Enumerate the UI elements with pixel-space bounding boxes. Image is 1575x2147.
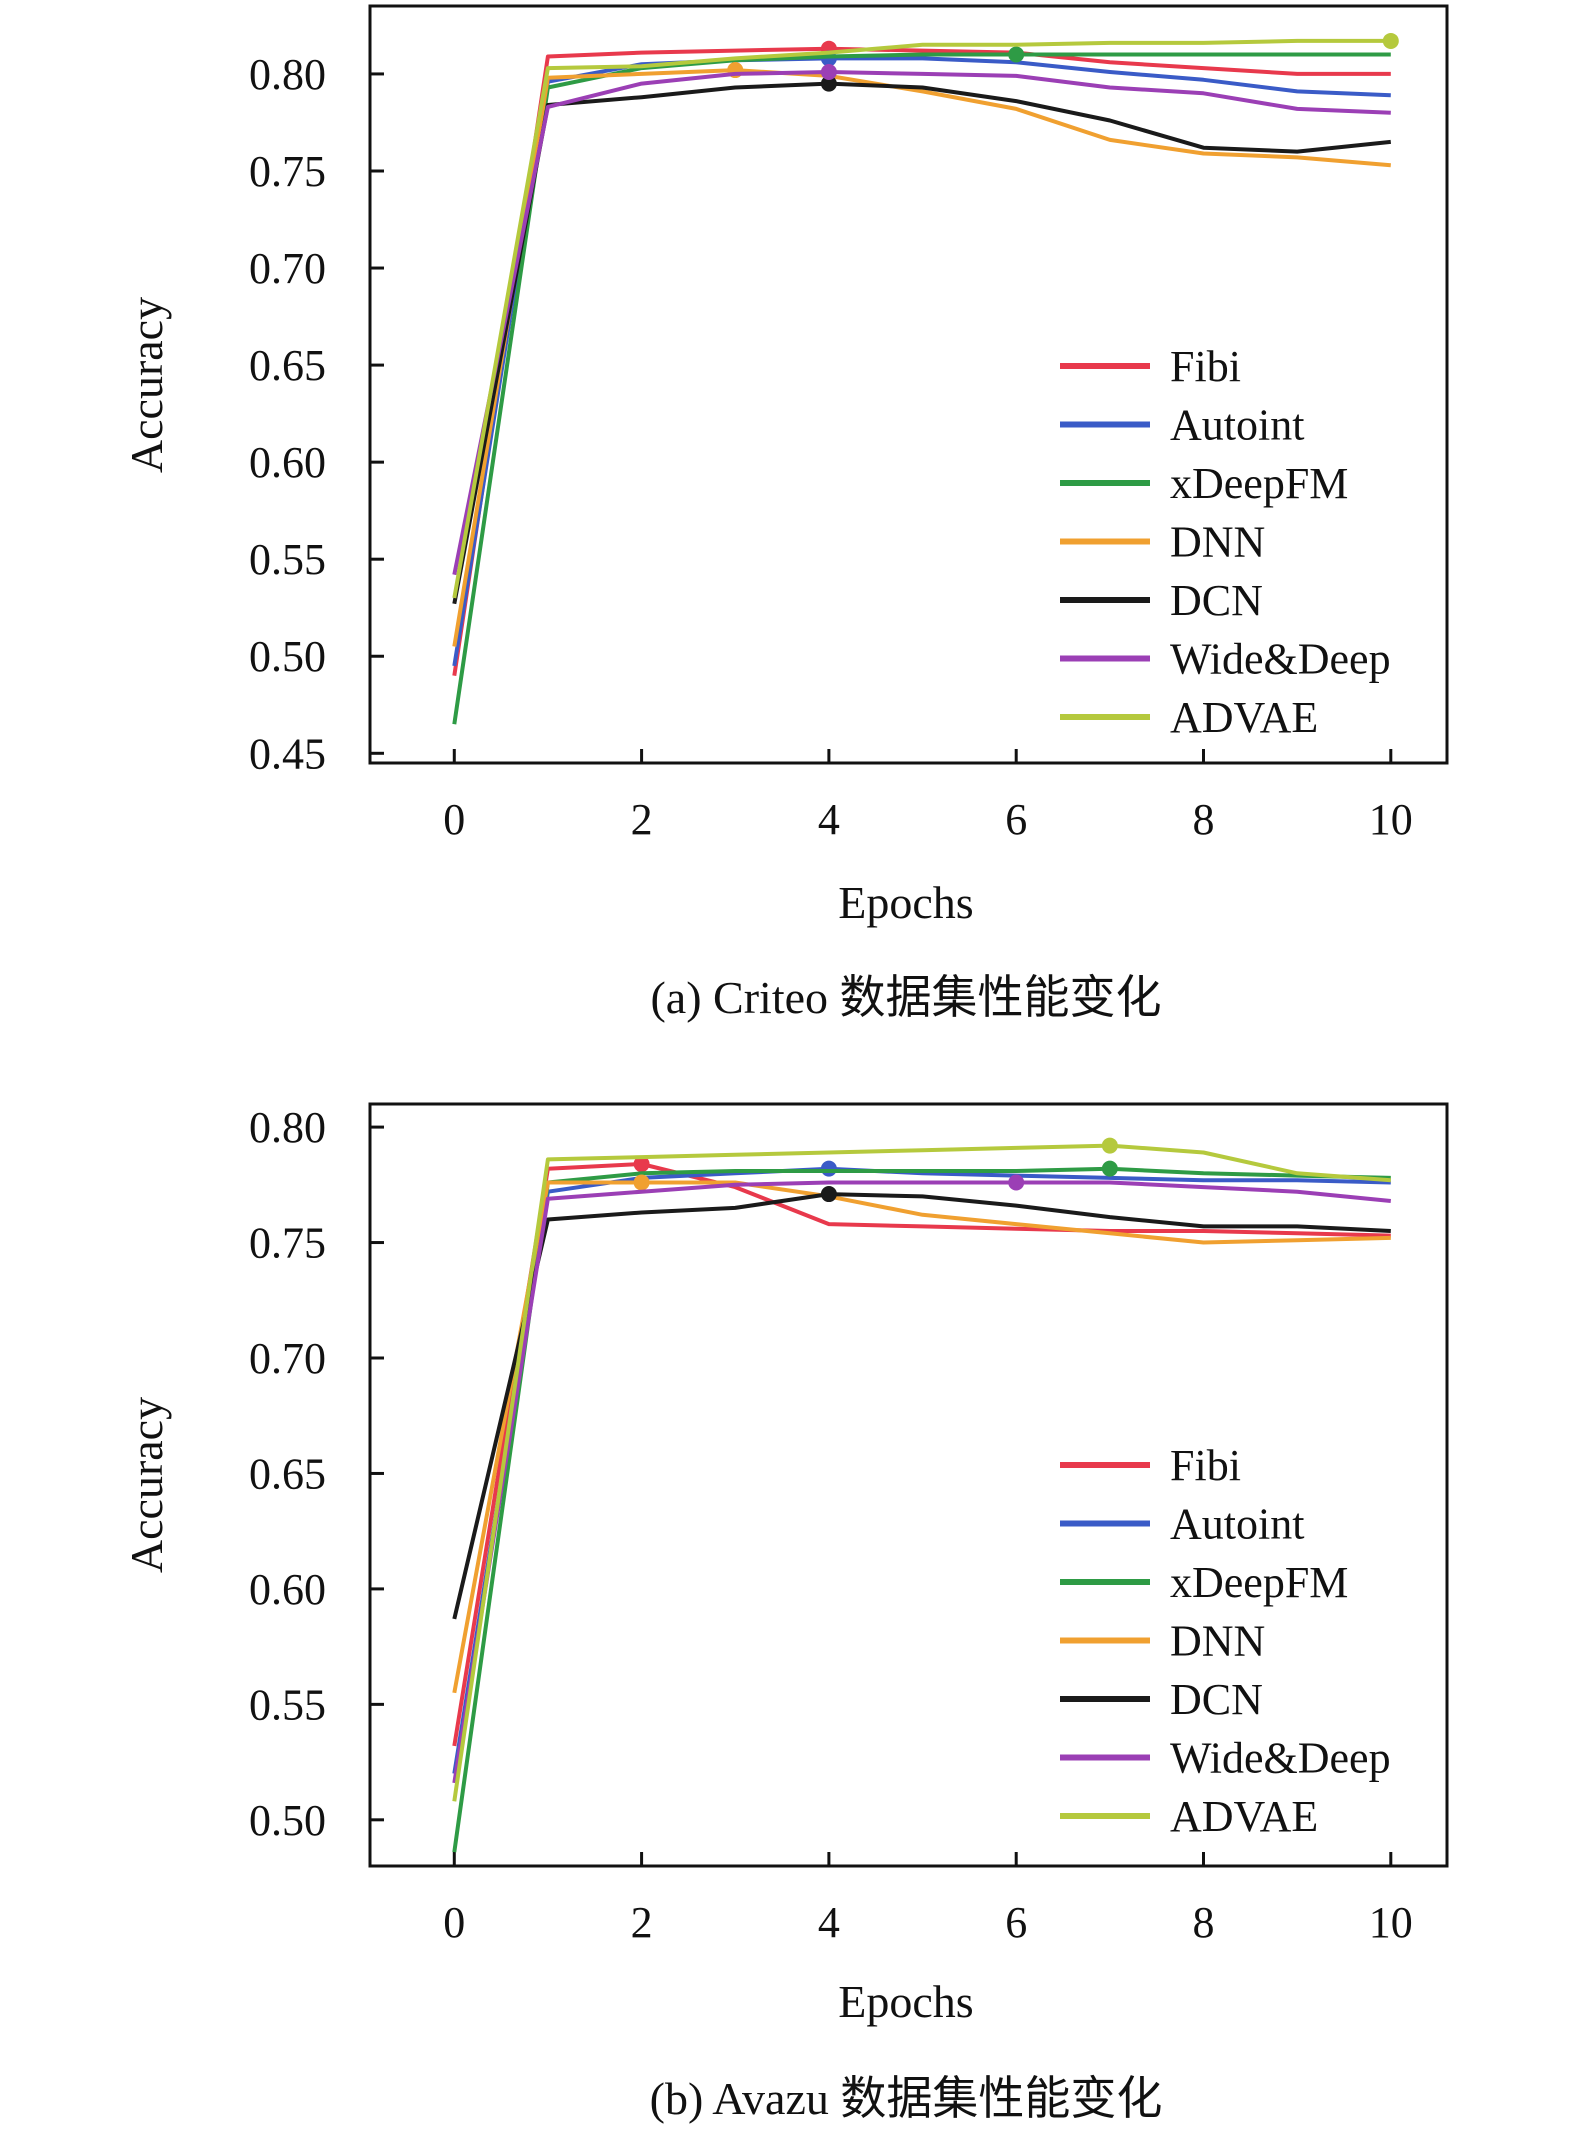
y-tick-label: 0.70 (249, 1334, 326, 1383)
legend-label-xdeepfm: xDeepFM (1170, 459, 1348, 508)
series-marker-dcn (820, 1186, 837, 1203)
x-axis-label: Epochs (838, 877, 973, 928)
series-marker-dnn (633, 1174, 650, 1191)
x-tick-label: 8 (1193, 1898, 1215, 1947)
y-tick-label: 0.50 (249, 1796, 326, 1845)
series-marker-advae (1101, 1137, 1118, 1154)
legend-label-fibi: Fibi (1170, 342, 1241, 391)
series-line-dnn (452, 68, 1391, 647)
x-tick-label: 4 (818, 1898, 840, 1947)
series-marker-autoint (820, 1160, 837, 1177)
x-tick-label: 6 (1005, 795, 1027, 844)
x-tick-label: 2 (631, 1898, 653, 1947)
x-tick-label: 0 (443, 1898, 465, 1947)
y-tick-label: 0.55 (249, 535, 326, 584)
legend-label-autoint: Autoint (1170, 401, 1304, 450)
y-tick-label: 0.70 (249, 244, 326, 293)
series-line-fibi (452, 1162, 1391, 1747)
x-axis-label: Epochs (838, 1976, 973, 2027)
legend-label-xdeepfm: xDeepFM (1170, 1558, 1348, 1607)
y-tick-label: 0.50 (249, 632, 326, 681)
series-marker-xdeepfm (1008, 46, 1025, 63)
legend: Fibi Autoint xDeepFM DNN DCN Wide&Deep ADVAE (1060, 342, 1391, 742)
plot-frame (368, 1102, 1449, 1868)
legend-label-advae: ADVAE (1170, 1792, 1318, 1841)
y-tick-label: 0.65 (249, 341, 326, 390)
axes-ticks: 0 2 4 6 8 10 0.50 0.55 0.60 0.65 0.70 0.75 0.80 (249, 1103, 1413, 1947)
y-axis-label: Accuracy (121, 1397, 172, 1573)
series-marker-wide-deep (820, 63, 837, 80)
legend-label-autoint: Autoint (1170, 1500, 1304, 1549)
y-tick-label: 0.45 (249, 729, 326, 778)
y-tick-label: 0.60 (249, 1565, 326, 1614)
y-tick-label: 0.75 (249, 147, 326, 196)
series-marker-fibi (633, 1156, 650, 1173)
x-tick-label: 10 (1369, 795, 1413, 844)
x-tick-label: 4 (818, 795, 840, 844)
legend-label-advae: ADVAE (1170, 693, 1318, 742)
series-line-wide-deep (452, 70, 1391, 576)
plot-frame (368, 4, 1449, 765)
series-line-fibi (452, 46, 1391, 676)
series-line-dcn (452, 1192, 1391, 1620)
series-line-advae (452, 1143, 1391, 1802)
series-marker-xdeepfm (1101, 1160, 1118, 1177)
y-tick-label: 0.80 (249, 1103, 326, 1152)
legend-label-dcn: DCN (1170, 576, 1263, 625)
y-tick-label: 0.75 (249, 1219, 326, 1268)
series-line-dcn (452, 81, 1392, 605)
chart-avazu: 0 2 4 6 8 10 0.50 0.55 0.60 0.65 0.70 0.75 0.80 Fibi… (121, 1102, 1449, 2124)
legend-label-dcn: DCN (1170, 1675, 1263, 1724)
y-axis-label: Accuracy (121, 297, 172, 473)
caption: (a) Criteo 数据集性能变化 (650, 972, 1161, 1023)
caption: (b) Avazu 数据集性能变化 (650, 2073, 1163, 2124)
x-tick-label: 2 (631, 795, 653, 844)
legend-label-wide-deep: Wide&Deep (1170, 635, 1391, 684)
series-line-advae (452, 38, 1391, 599)
legend-label-dnn: DNN (1170, 518, 1265, 567)
series-line-wide-deep (452, 1180, 1391, 1784)
series-marker-wide-deep (1008, 1174, 1025, 1191)
axes-ticks: 0 2 4 6 8 10 0.45 0.50 0.55 0.60 0.65 0.70 0.75 0.80 (249, 50, 1413, 844)
y-tick-label: 0.80 (249, 50, 326, 99)
series-line-xdeepfm (452, 1166, 1391, 1853)
legend: Fibi Autoint xDeepFM DNN DCN Wide&Deep ADVAE (1060, 1441, 1391, 1841)
series-line-autoint (452, 56, 1391, 667)
series-line-dnn (452, 1180, 1391, 1694)
x-tick-label: 6 (1005, 1898, 1027, 1947)
y-tick-label: 0.60 (249, 438, 326, 487)
legend-label-dnn: DNN (1170, 1617, 1265, 1666)
x-tick-label: 8 (1193, 795, 1215, 844)
series-lines (452, 1137, 1391, 1853)
y-tick-label: 0.65 (249, 1449, 326, 1498)
x-tick-label: 10 (1369, 1898, 1413, 1947)
y-tick-label: 0.55 (249, 1680, 326, 1729)
x-tick-label: 0 (443, 795, 465, 844)
legend-label-fibi: Fibi (1170, 1441, 1241, 1490)
legend-label-wide-deep: Wide&Deep (1170, 1734, 1391, 1783)
series-lines (452, 32, 1399, 725)
series-marker-advae (1382, 32, 1399, 49)
series-marker-dcn (820, 75, 837, 92)
chart-criteo: 0 2 4 6 8 100.450.500.550.600.650.700.750.80 … (121, 4, 1449, 1023)
